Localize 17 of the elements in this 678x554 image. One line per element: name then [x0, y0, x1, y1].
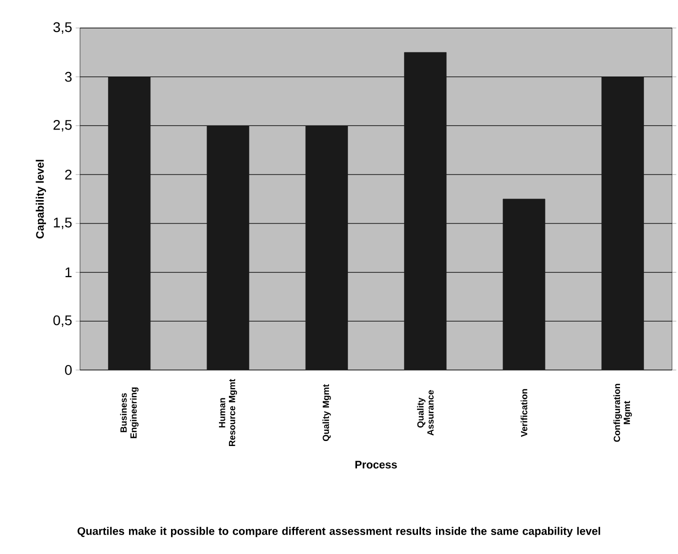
- x-tick-label: Quality Assurance: [417, 390, 434, 436]
- y-tick-label: 1: [66, 267, 72, 278]
- x-tick-label: Verification: [520, 389, 528, 437]
- y-tick-label: 3: [65, 72, 72, 82]
- x-tick-label: Human Resource Mgmt: [218, 379, 238, 446]
- x-tick-label: Business Engineering: [120, 387, 139, 438]
- y-tick-label: 2,5: [54, 120, 72, 132]
- y-tick-label: 3,5: [53, 22, 72, 34]
- y-tick-label: 0,5: [53, 315, 72, 327]
- y-tick-label: 2: [65, 170, 72, 180]
- y-tick-label: 0: [65, 365, 72, 375]
- x-axis-title: Process: [355, 460, 397, 468]
- x-tick-label: Configuration Mgmt: [613, 384, 632, 442]
- text: Quartiles make it possible to compare different assessment results inside the same capability level: [78, 526, 600, 538]
- y-tick-label: 1,5: [54, 218, 72, 230]
- y-axis-title: Capability level: [36, 160, 46, 238]
- x-tick-label: Quality Mgmt: [322, 384, 331, 442]
